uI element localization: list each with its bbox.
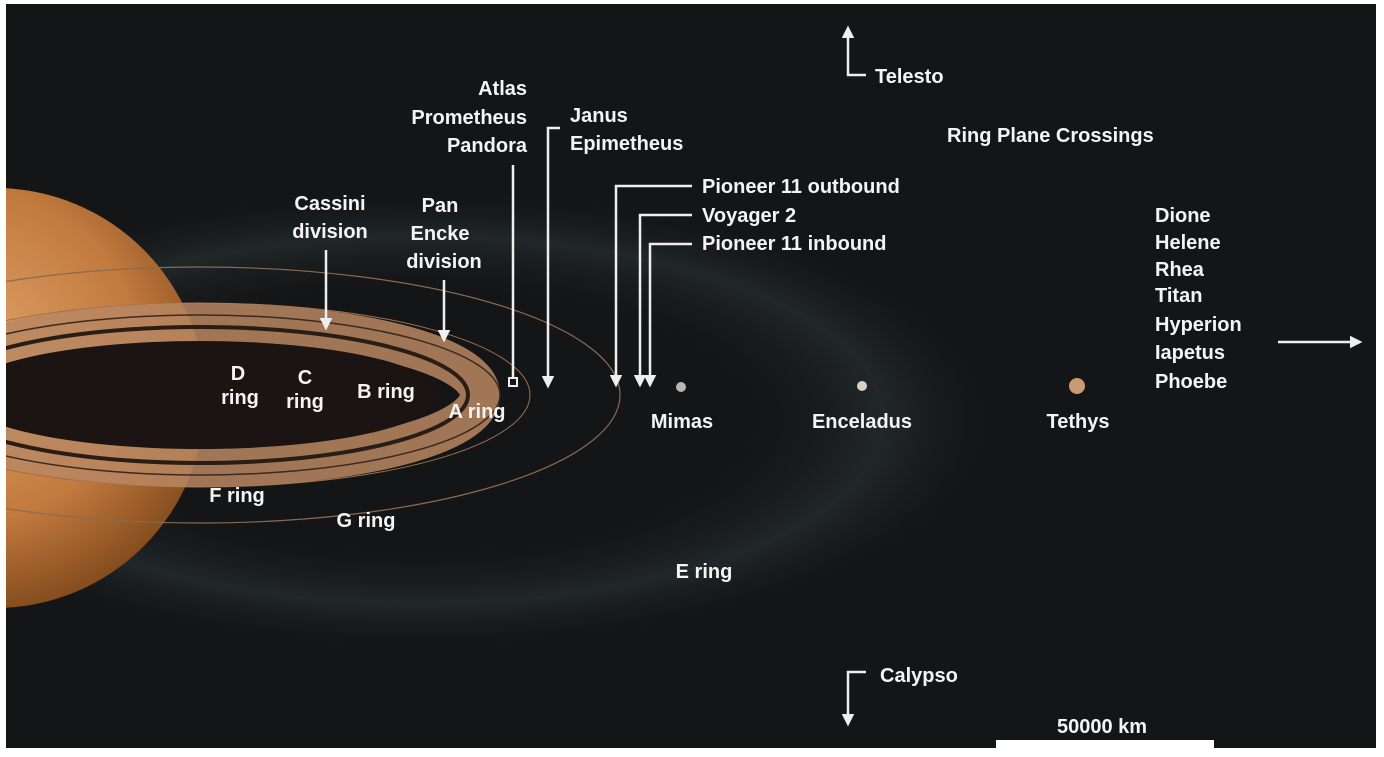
label: F ring xyxy=(209,485,265,507)
label: Titan xyxy=(1155,285,1202,307)
label: Atlas xyxy=(478,78,527,100)
label: Janus xyxy=(570,105,628,127)
label: Iapetus xyxy=(1155,342,1225,364)
mimas-disc xyxy=(676,382,686,392)
scene: Atlas Prometheus Pandora Janus Epimetheu… xyxy=(0,0,1384,757)
label: division xyxy=(406,251,482,273)
scale-bar xyxy=(996,740,1214,750)
label: Phoebe xyxy=(1155,371,1227,393)
enceladus-disc xyxy=(857,381,867,391)
label: Helene xyxy=(1155,232,1221,254)
label: Voyager 2 xyxy=(702,205,796,227)
label: Dione xyxy=(1155,205,1211,227)
label: Calypso xyxy=(880,665,958,687)
label: Enceladus xyxy=(812,411,912,433)
label: Rhea xyxy=(1155,259,1205,281)
label: Epimetheus xyxy=(570,133,683,155)
label: Tethys xyxy=(1047,411,1110,433)
label: ring xyxy=(221,387,259,409)
label: Hyperion xyxy=(1155,314,1242,336)
title: Ring Plane Crossings xyxy=(947,125,1154,147)
label: A ring xyxy=(448,401,505,423)
label: Pioneer 11 inbound xyxy=(702,233,886,255)
label: Prometheus xyxy=(411,107,527,129)
tethys-disc xyxy=(1069,378,1085,394)
label: Pioneer 11 outbound xyxy=(702,176,900,198)
label: Mimas xyxy=(651,411,713,433)
label: D xyxy=(231,363,245,385)
label: C xyxy=(298,367,312,389)
label: Pandora xyxy=(447,135,528,157)
label: Telesto xyxy=(875,66,944,88)
label: Cassini xyxy=(294,193,365,215)
label: E ring xyxy=(676,561,733,583)
scale-label: 50000 km xyxy=(1057,716,1147,738)
label: B ring xyxy=(357,381,415,403)
label: G ring xyxy=(337,510,396,532)
label: Pan xyxy=(422,195,459,217)
label: ring xyxy=(286,391,324,413)
label: division xyxy=(292,221,368,243)
label: Encke xyxy=(411,223,470,245)
